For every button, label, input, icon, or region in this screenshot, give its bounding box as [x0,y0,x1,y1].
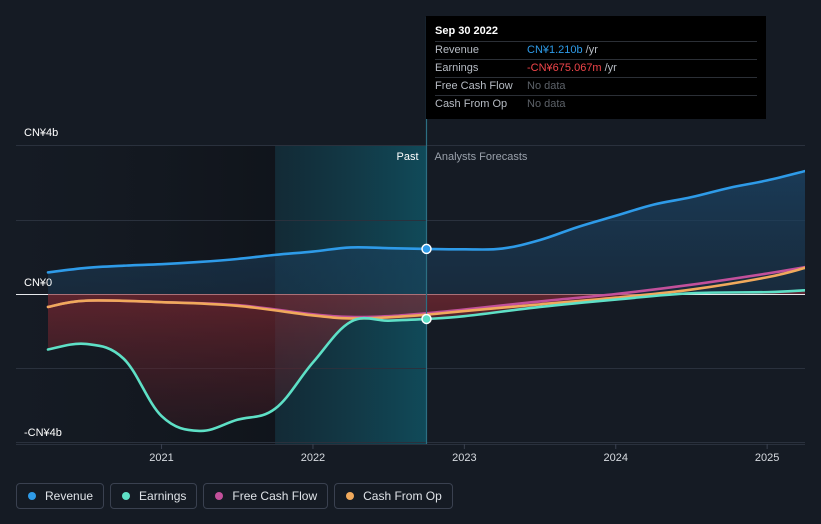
tooltip-value: No data [527,98,566,110]
legend-dot-icon [215,492,224,500]
legend-dot-icon [122,492,131,500]
tooltip-date: Sep 30 2022 [435,25,498,37]
earnings-line [46,288,805,433]
legend-label: Revenue [45,489,94,503]
tooltip-row-earnings: Earnings -CN¥675.067m /yr [435,59,757,77]
revenue-area [48,171,805,294]
tooltip-unit: /yr [585,44,598,56]
tooltip-label: Cash From Op [435,98,508,110]
y-tick-label: CN¥4b [24,127,58,139]
tooltip-row-revenue: Revenue CN¥1.210b /yr [435,41,757,59]
x-tick-label: 2024 [604,452,628,464]
tooltip-label: Free Cash Flow [435,80,513,92]
tooltip-value: -CN¥675.067m [527,62,602,74]
cash-from-op-line [46,266,805,320]
earnings-area [48,290,805,431]
forecast-label: Analysts Forecasts [435,151,528,163]
tooltip-unit: /yr [604,62,617,74]
x-tick-label: 2021 [149,452,173,464]
tooltip: Sep 30 2022 Revenue CN¥1.210b /yr Earnin… [426,16,766,119]
x-tick-label: 2025 [755,452,779,464]
tooltip-value: No data [527,80,566,92]
legend-label: Free Cash Flow [232,489,318,503]
y-tick-label: CN¥0 [24,277,52,289]
legend-label: Earnings [139,489,187,503]
legend-dot-icon [346,492,355,500]
legend: Revenue Earnings Free Cash Flow Cash Fro… [16,483,453,509]
revenue-highlight-point [421,243,432,255]
legend-label: Cash From Op [363,489,442,503]
tooltip-label: Revenue [435,44,480,56]
legend-dot-icon [28,492,36,500]
legend-item-cash-from-op[interactable]: Cash From Op [334,483,453,509]
x-tick-label: 2022 [301,452,325,464]
y-tick-label: -CN¥4b [24,427,62,439]
tooltip-label: Earnings [435,62,479,74]
tooltip-value: CN¥1.210b [527,44,583,56]
x-tick-label: 2023 [452,452,476,464]
legend-item-earnings[interactable]: Earnings [110,483,198,509]
legend-item-revenue[interactable]: Revenue [16,483,105,509]
earnings-highlight-point [421,313,432,325]
tooltip-row-cash-from-op: Cash From Op No data [435,95,757,113]
past-label: Past [396,151,418,163]
legend-item-free-cash-flow[interactable]: Free Cash Flow [203,483,329,509]
tooltip-row-free-cash-flow: Free Cash Flow No data [435,77,757,95]
